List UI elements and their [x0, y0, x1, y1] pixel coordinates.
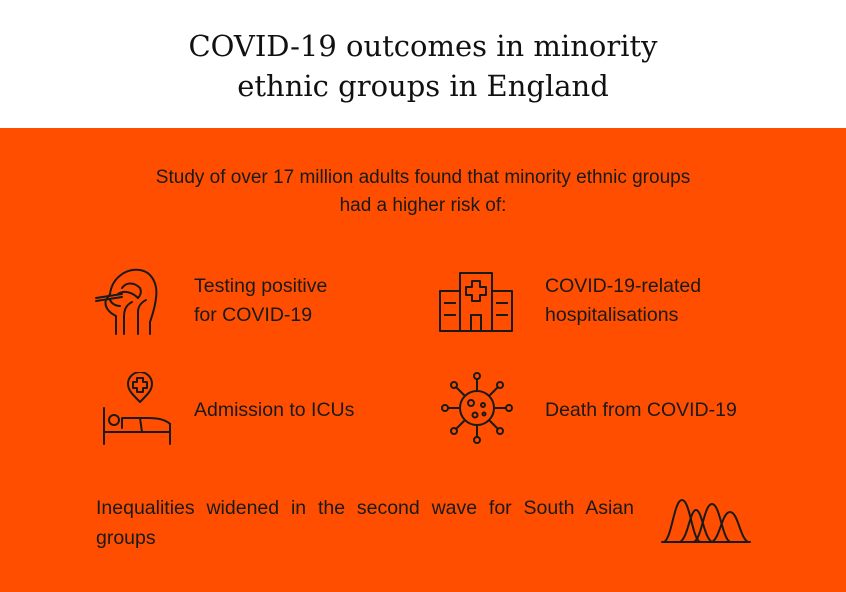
title-line-1: COVID-19 outcomes in minority [188, 29, 658, 63]
outcome-hospital-line-2: hospitalisations [545, 304, 679, 326]
outcome-death-line-1: Death from COVID-19 [545, 399, 737, 421]
page-title: COVID-19 outcomes in minority ethnic gro… [0, 26, 846, 106]
intro-text: Study of over 17 million adults found th… [80, 164, 766, 220]
outcome-hospital-line-1: COVID-19-related [545, 275, 702, 297]
outcome-death: Death from COVID-19 [545, 396, 737, 425]
outcome-icu-admission: Admission to ICUs [194, 396, 354, 425]
content-panel: Study of over 17 million adults found th… [0, 128, 846, 592]
hospital-bed-icon [102, 372, 174, 446]
nasal-swab-icon [94, 264, 160, 336]
intro-line-1: Study of over 17 million adults found th… [155, 167, 691, 188]
title-line-2: ethnic groups in England [237, 69, 609, 103]
hospital-icon [438, 271, 514, 333]
footer-statement: Inequalities widened in the second wave … [96, 497, 634, 549]
outcome-testing-positive: Testing positive for COVID-19 [194, 272, 327, 330]
outcome-testing-line-2: for COVID-19 [194, 304, 313, 326]
title-band: COVID-19 outcomes in minority ethnic gro… [0, 0, 846, 128]
virus-icon [439, 371, 515, 445]
outcome-testing-line-1: Testing positive [194, 275, 328, 297]
outcome-icu-line-1: Admission to ICUs [194, 399, 355, 421]
intro-line-2: had a higher risk of: [339, 195, 507, 216]
outcome-hospitalisations: COVID-19-related hospitalisations [545, 272, 701, 330]
waves-icon [660, 496, 752, 546]
